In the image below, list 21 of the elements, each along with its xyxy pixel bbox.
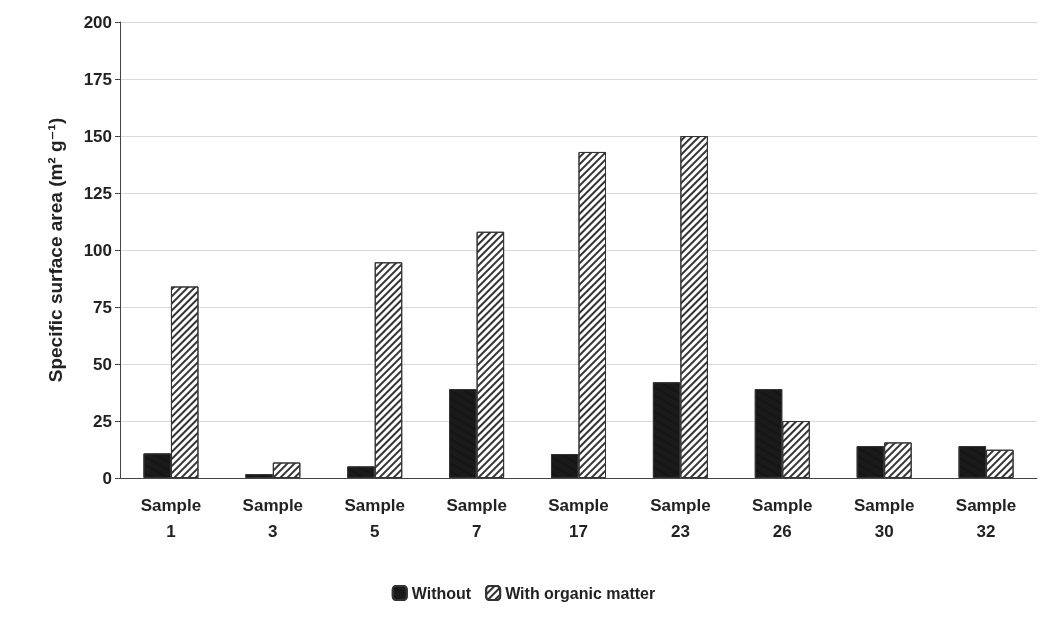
y-tick-label: 100 [83, 240, 112, 260]
y-tick-label: 0 [102, 468, 112, 488]
x-tick-label: Sample 30 [853, 495, 915, 541]
x-tick-label: Sample 3 [242, 495, 304, 541]
x-tick-label: Sample 7 [446, 495, 507, 541]
x-tick-label: Sample 26 [752, 495, 813, 541]
x-tick-label: Sample 5 [344, 495, 405, 541]
legend-label: With organic matter [505, 584, 656, 602]
y-axis-title: Specific surface area (m² g⁻¹) [45, 117, 66, 383]
y-tick-label: 50 [93, 354, 112, 374]
y-tick-label: 150 [83, 126, 112, 146]
x-tick-label: Sample 32 [955, 495, 1017, 541]
x-tick-label: Sample 23 [650, 495, 711, 541]
y-tick-label: 75 [93, 297, 112, 317]
y-tick-label: 25 [93, 411, 112, 431]
x-tick-label: Sample 17 [548, 495, 609, 541]
legend-label: Without [411, 584, 472, 602]
y-tick-label: 125 [83, 183, 112, 203]
y-tick-label: 200 [83, 12, 112, 32]
x-tick-label: Sample 1 [140, 495, 202, 541]
y-tick-label: 175 [83, 69, 112, 89]
